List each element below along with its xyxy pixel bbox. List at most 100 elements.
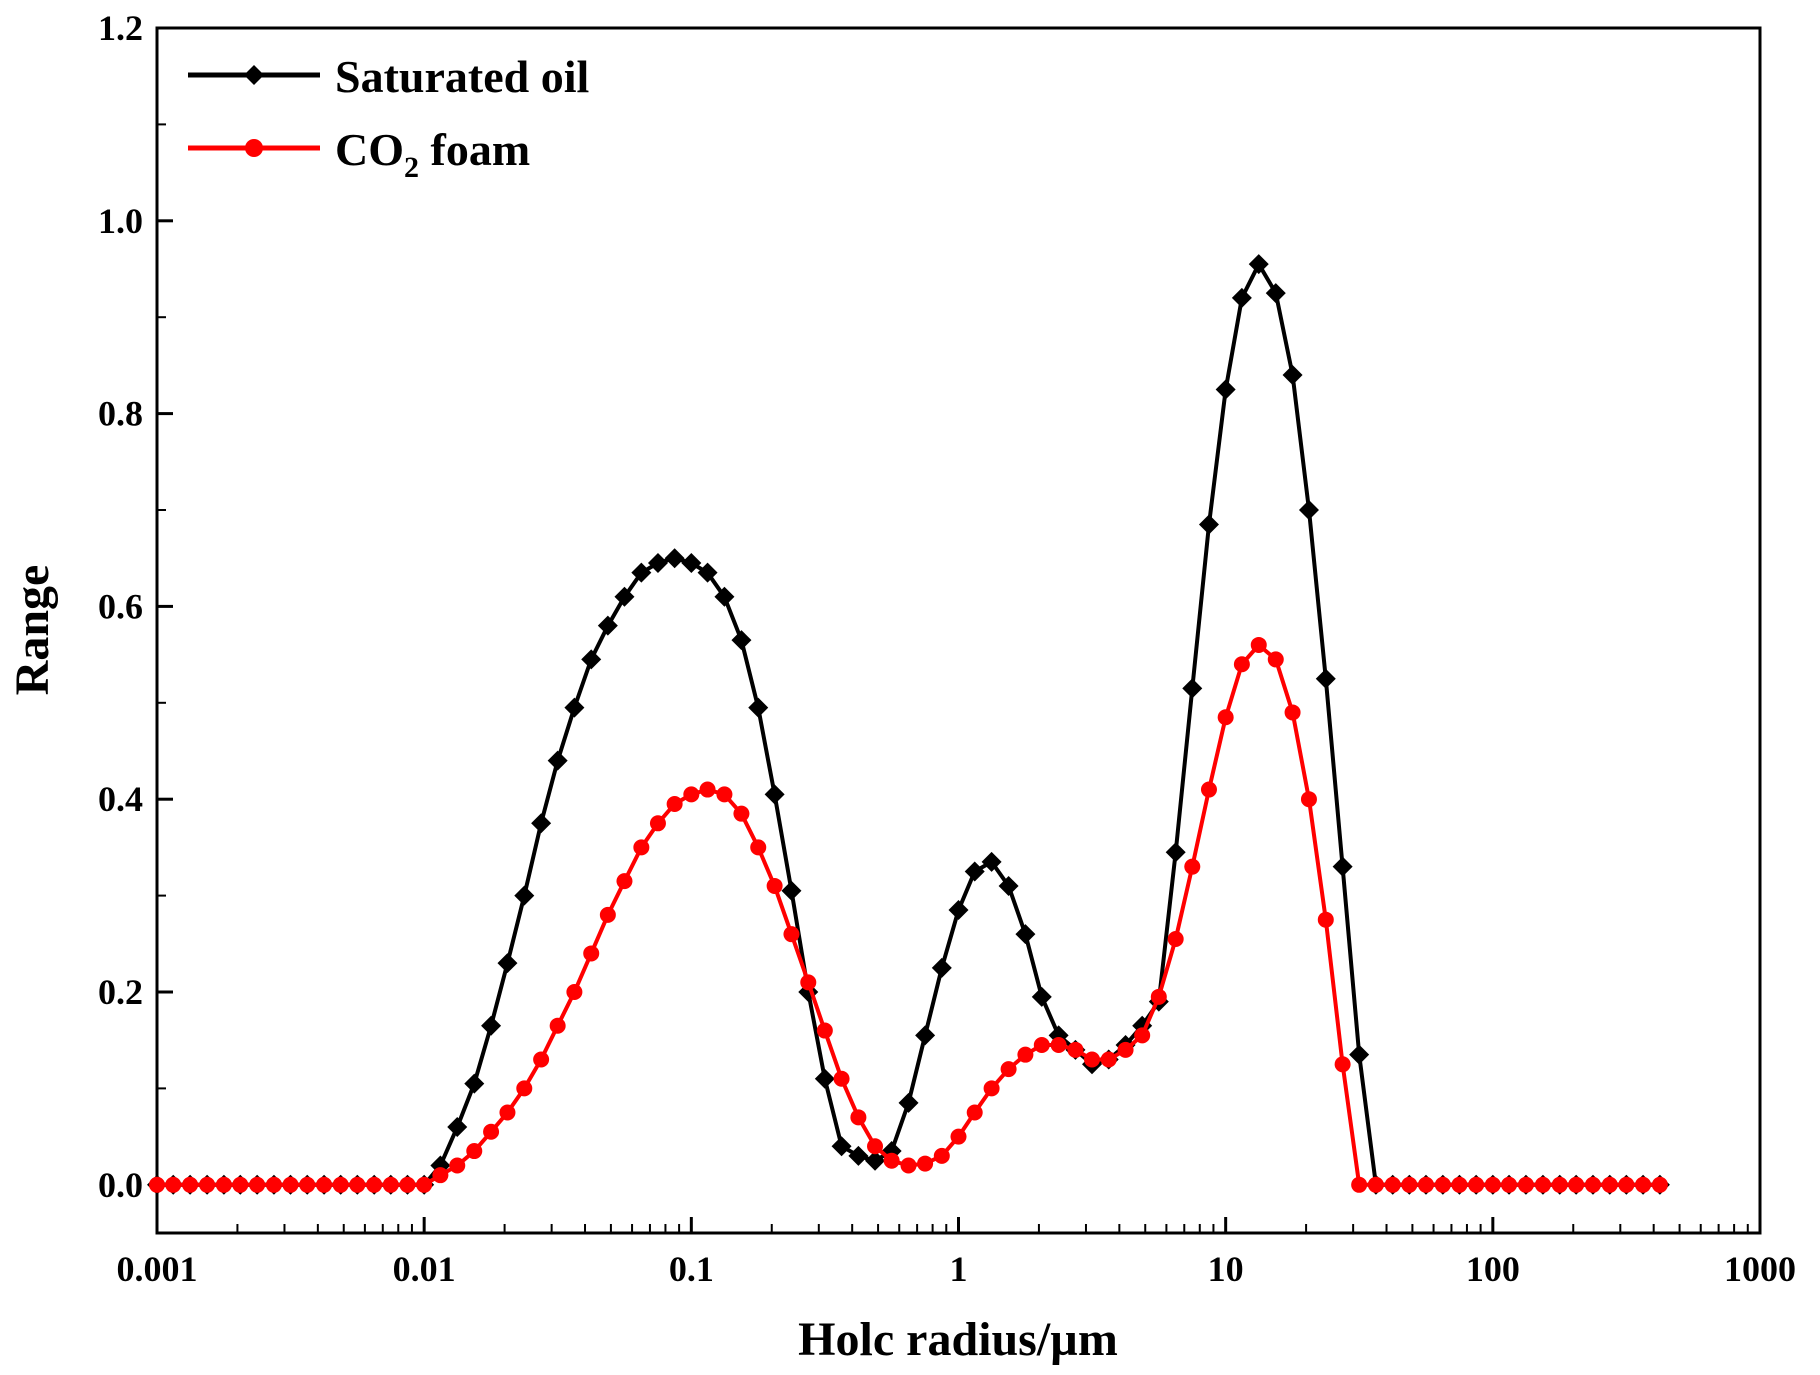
point-saturated-oil-30 bbox=[647, 553, 668, 574]
x-tick-label-1: 0.01 bbox=[393, 1249, 456, 1289]
y-minor-ticks bbox=[157, 123, 166, 1090]
point-co2-foam-53 bbox=[1033, 1037, 1050, 1054]
point-saturated-oil-34 bbox=[714, 586, 735, 607]
point-co2-foam-38 bbox=[783, 926, 800, 943]
point-saturated-oil-28 bbox=[614, 586, 635, 607]
point-saturated-oil-46 bbox=[915, 1025, 936, 1046]
point-co2-foam-81 bbox=[1501, 1176, 1518, 1193]
point-co2-foam-59 bbox=[1134, 1027, 1151, 1044]
point-co2-foam-28 bbox=[616, 873, 633, 890]
point-co2-foam-57 bbox=[1100, 1051, 1117, 1068]
point-co2-foam-22 bbox=[516, 1080, 533, 1097]
point-co2-foam-37 bbox=[766, 877, 783, 894]
y-tick-label-1: 0.2 bbox=[98, 972, 143, 1012]
point-co2-foam-10 bbox=[316, 1176, 333, 1193]
point-saturated-oil-41 bbox=[831, 1136, 852, 1157]
point-co2-foam-27 bbox=[599, 906, 616, 923]
point-saturated-oil-50 bbox=[981, 851, 1002, 872]
point-co2-foam-48 bbox=[950, 1128, 967, 1145]
point-co2-foam-33 bbox=[699, 781, 716, 798]
y-tick-label-2: 0.4 bbox=[98, 779, 143, 819]
y-axis-ticks: 0.0 0.2 0.4 0.6 0.8 1.0 1.2 bbox=[98, 8, 173, 1205]
point-co2-foam-46 bbox=[917, 1155, 934, 1172]
point-saturated-oil-42 bbox=[848, 1145, 869, 1166]
point-co2-foam-23 bbox=[533, 1051, 550, 1068]
point-co2-foam-5 bbox=[232, 1176, 249, 1193]
point-co2-foam-3 bbox=[199, 1176, 216, 1193]
point-co2-foam-16 bbox=[416, 1176, 433, 1193]
point-co2-foam-52 bbox=[1017, 1046, 1034, 1063]
x-tick-label-5: 100 bbox=[1466, 1249, 1520, 1289]
point-co2-foam-8 bbox=[282, 1176, 299, 1193]
point-saturated-oil-64 bbox=[1215, 379, 1236, 400]
point-saturated-oil-24 bbox=[547, 750, 568, 771]
point-co2-foam-31 bbox=[666, 796, 683, 813]
point-saturated-oil-40 bbox=[814, 1068, 835, 1089]
x-axis-ticks: 0.001 0.01 0.1 1 10 100 1000 bbox=[117, 1217, 1796, 1289]
point-co2-foam-11 bbox=[332, 1176, 349, 1193]
point-co2-foam-36 bbox=[750, 839, 767, 856]
point-saturated-oil-63 bbox=[1198, 514, 1219, 535]
point-saturated-oil-72 bbox=[1349, 1044, 1370, 1065]
point-saturated-oil-49 bbox=[964, 861, 985, 882]
y-tick-label-5: 1.0 bbox=[98, 201, 143, 241]
point-co2-foam-68 bbox=[1284, 704, 1301, 721]
point-saturated-oil-61 bbox=[1165, 842, 1186, 863]
point-saturated-oil-33 bbox=[697, 562, 718, 583]
point-saturated-oil-18 bbox=[447, 1116, 468, 1137]
x-tick-label-0: 0.001 bbox=[117, 1249, 198, 1289]
point-co2-foam-25 bbox=[566, 984, 583, 1000]
point-co2-foam-69 bbox=[1300, 791, 1317, 808]
legend-marker-saturated-oil bbox=[244, 65, 264, 85]
point-co2-foam-54 bbox=[1050, 1037, 1067, 1054]
x-tick-label-6: 1000 bbox=[1724, 1249, 1796, 1289]
point-co2-foam-65 bbox=[1233, 656, 1250, 673]
y-tick-label-0: 0.0 bbox=[98, 1165, 143, 1205]
point-saturated-oil-26 bbox=[581, 649, 602, 670]
point-saturated-oil-20 bbox=[481, 1015, 502, 1036]
point-saturated-oil-43 bbox=[865, 1150, 886, 1171]
point-co2-foam-63 bbox=[1200, 781, 1217, 798]
point-co2-foam-74 bbox=[1384, 1176, 1401, 1193]
point-co2-foam-58 bbox=[1117, 1041, 1134, 1058]
x-axis-title: Holc radius/µm bbox=[798, 1313, 1118, 1366]
point-co2-foam-42 bbox=[850, 1109, 867, 1126]
y-tick-label-6: 1.2 bbox=[98, 8, 143, 48]
y-tick-label-3: 0.6 bbox=[98, 586, 143, 626]
point-co2-foam-64 bbox=[1217, 709, 1234, 726]
x-tick-label-4: 10 bbox=[1208, 1249, 1244, 1289]
point-saturated-oil-51 bbox=[998, 875, 1019, 896]
legend-label-co2-main: CO bbox=[335, 124, 404, 175]
point-saturated-oil-37 bbox=[764, 784, 785, 805]
point-co2-foam-2 bbox=[182, 1176, 199, 1193]
point-co2-foam-90 bbox=[1651, 1176, 1668, 1193]
point-co2-foam-47 bbox=[933, 1147, 950, 1164]
point-co2-foam-35 bbox=[733, 805, 750, 822]
point-co2-foam-50 bbox=[983, 1080, 1000, 1097]
point-co2-foam-29 bbox=[633, 839, 650, 856]
point-co2-foam-49 bbox=[966, 1104, 983, 1121]
point-co2-foam-41 bbox=[833, 1070, 850, 1087]
point-co2-foam-4 bbox=[215, 1176, 232, 1193]
x-tick-label-3: 1 bbox=[950, 1249, 968, 1289]
point-co2-foam-26 bbox=[583, 945, 600, 962]
point-co2-foam-7 bbox=[265, 1176, 282, 1193]
point-saturated-oil-62 bbox=[1182, 678, 1203, 699]
point-saturated-oil-21 bbox=[497, 953, 518, 974]
point-co2-foam-56 bbox=[1083, 1051, 1100, 1068]
point-co2-foam-43 bbox=[867, 1138, 884, 1155]
point-co2-foam-21 bbox=[499, 1104, 516, 1121]
x-minor-ticks bbox=[236, 1224, 1749, 1233]
point-co2-foam-62 bbox=[1184, 858, 1201, 875]
point-co2-foam-77 bbox=[1434, 1176, 1451, 1193]
point-saturated-oil-65 bbox=[1231, 287, 1252, 308]
point-co2-foam-82 bbox=[1517, 1176, 1534, 1193]
point-saturated-oil-47 bbox=[931, 957, 952, 978]
point-co2-foam-80 bbox=[1484, 1176, 1501, 1193]
point-co2-foam-72 bbox=[1351, 1176, 1368, 1193]
point-saturated-oil-66 bbox=[1248, 254, 1269, 275]
point-co2-foam-76 bbox=[1417, 1176, 1434, 1193]
point-saturated-oil-48 bbox=[948, 900, 969, 921]
point-saturated-oil-38 bbox=[781, 880, 802, 901]
